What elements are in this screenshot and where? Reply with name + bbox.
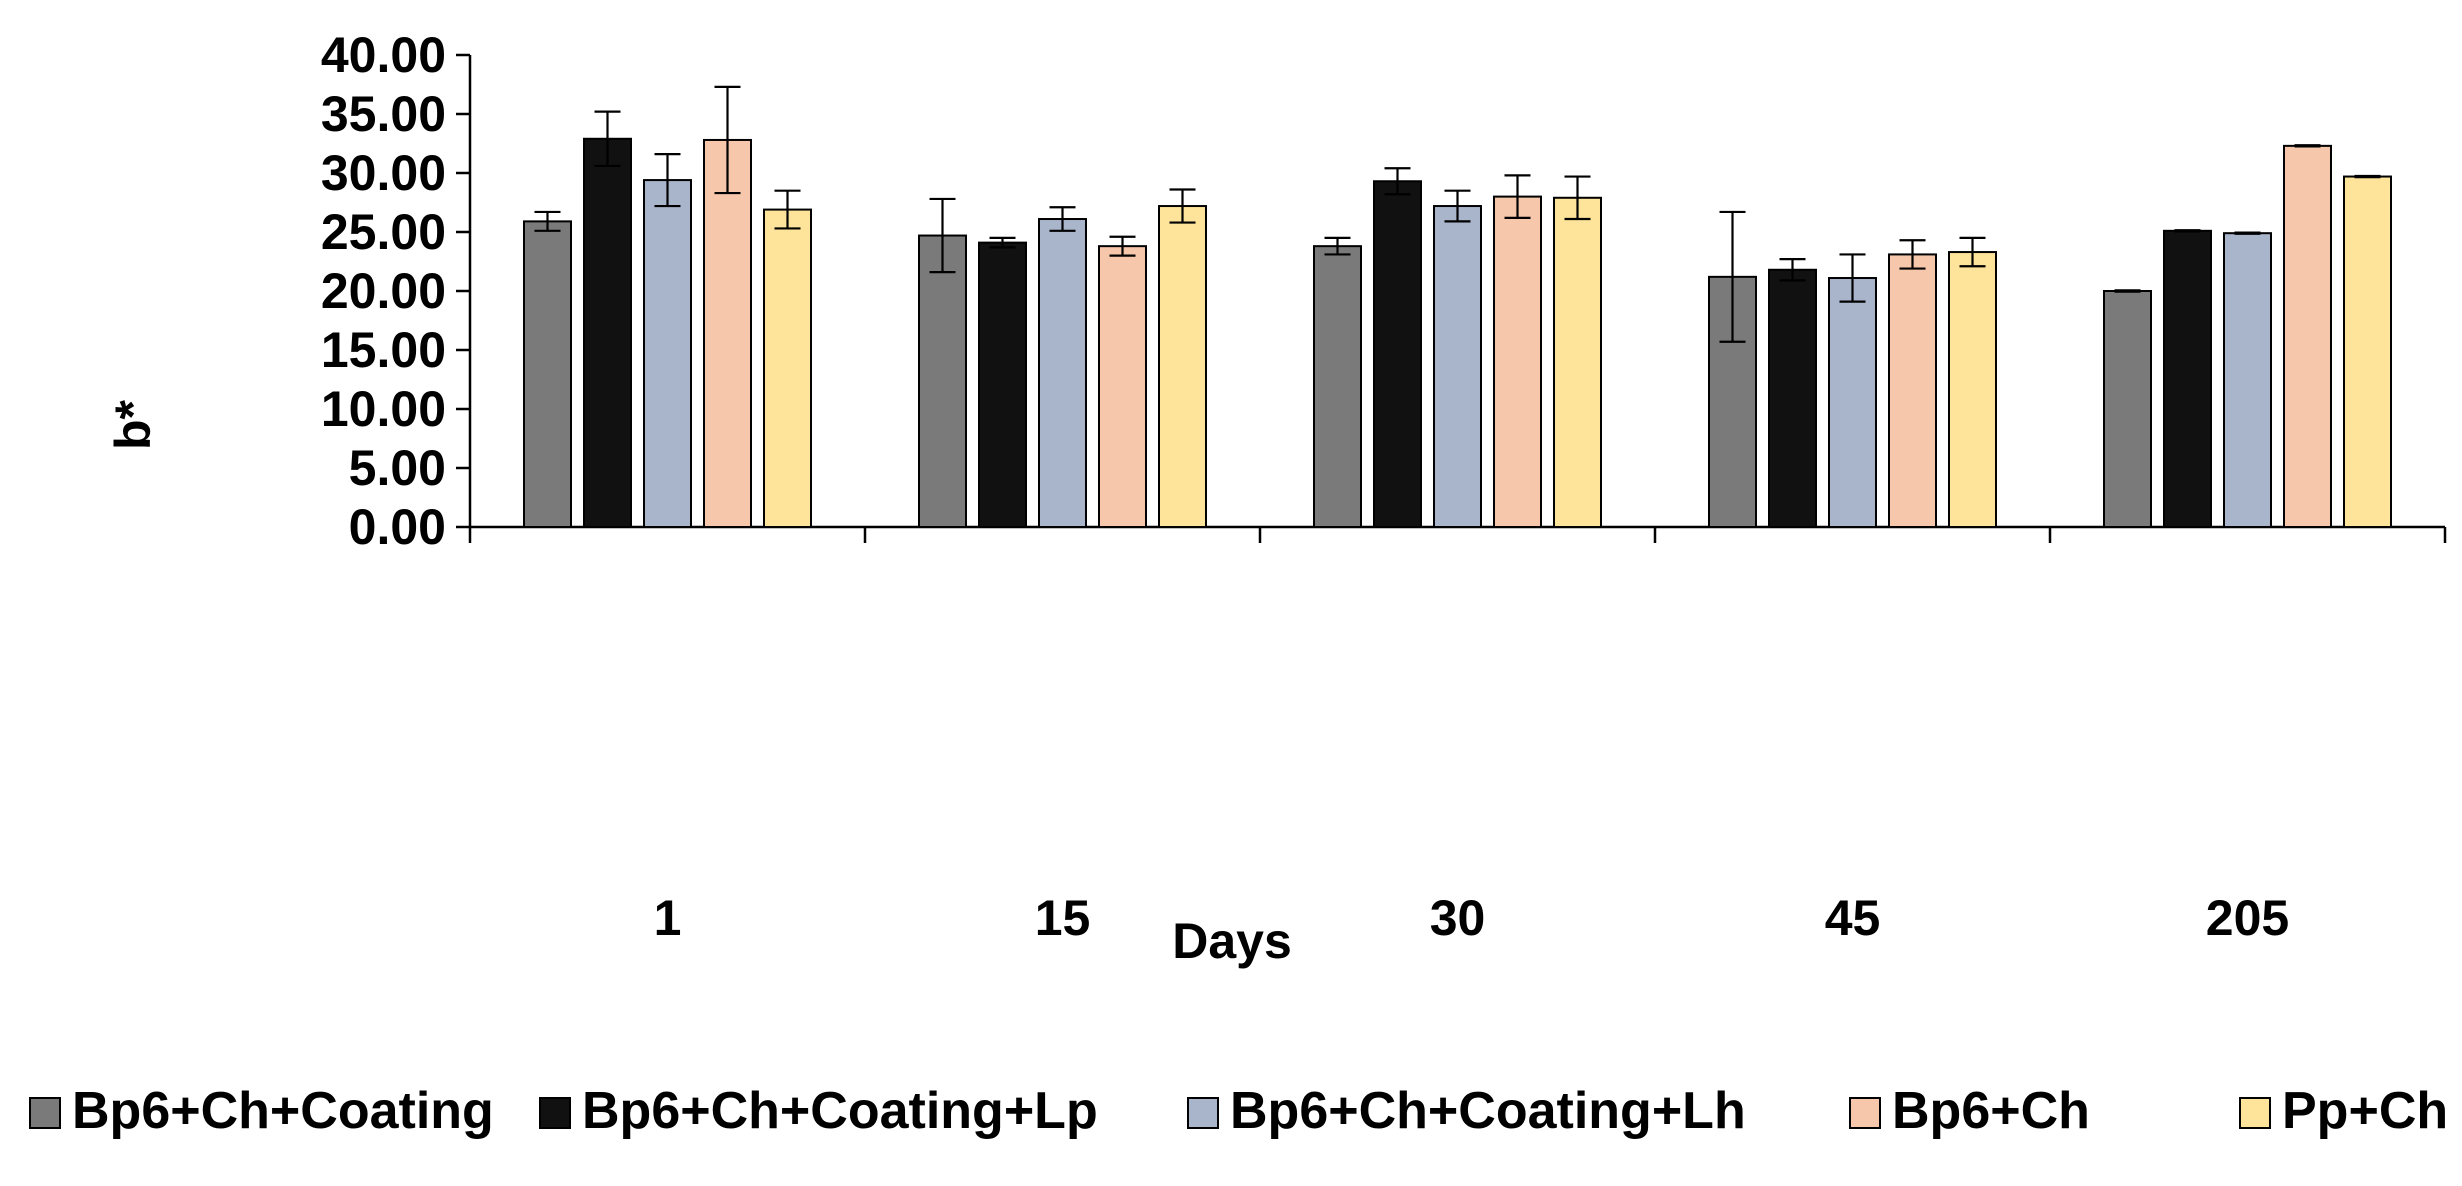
legend-label: Bp6+Ch [1892, 1082, 2090, 1140]
legend-swatch [1187, 1097, 1219, 1129]
bar [2343, 175, 2392, 528]
bar [583, 137, 632, 528]
bar [2283, 144, 2332, 529]
y-tick-label: 0.00 [349, 499, 446, 555]
bar [523, 220, 572, 528]
y-tick-label: 25.00 [321, 204, 446, 260]
legend-swatch [2239, 1097, 2271, 1129]
y-axis-title: b* [105, 399, 161, 450]
bar [1948, 251, 1997, 528]
y-tick-label: 40.00 [321, 27, 446, 83]
bar [1098, 245, 1147, 528]
x-tick-label: 205 [2206, 890, 2289, 946]
bar [1373, 180, 1422, 528]
x-tick-label: 15 [1035, 890, 1091, 946]
legend-label: Bp6+Ch+Coating+Lp [582, 1082, 1098, 1140]
y-tick-label: 35.00 [321, 86, 446, 142]
bar [918, 234, 967, 528]
legend-label: Bp6+Ch+Coating [72, 1082, 494, 1140]
bar [1433, 205, 1482, 528]
y-tick-label: 30.00 [321, 145, 446, 201]
bar [1828, 277, 1877, 528]
bar [2163, 229, 2212, 528]
y-tick-label: 10.00 [321, 381, 446, 437]
bar [1888, 253, 1937, 528]
bar [2223, 232, 2272, 528]
bar [1768, 268, 1817, 528]
bar [643, 179, 692, 529]
bar [1493, 195, 1542, 528]
bar [2103, 290, 2152, 528]
bar [1553, 196, 1602, 528]
bar [978, 241, 1027, 528]
legend-swatch [539, 1097, 571, 1129]
x-tick-label: 45 [1825, 890, 1881, 946]
legend-swatch [1849, 1097, 1881, 1129]
legend-swatch [29, 1097, 61, 1129]
x-axis-title: Days [1172, 913, 1292, 969]
bar [1158, 205, 1207, 528]
bar [1038, 218, 1087, 529]
legend-label: Bp6+Ch+Coating+Lh [1230, 1082, 1746, 1140]
bar [703, 138, 752, 529]
x-tick-label: 1 [654, 890, 682, 946]
bar [1313, 245, 1362, 528]
legend-label: Pp+Ch [2282, 1082, 2448, 1140]
x-tick-label: 30 [1430, 890, 1486, 946]
y-tick-label: 20.00 [321, 263, 446, 319]
bar [763, 208, 812, 529]
y-tick-label: 5.00 [349, 440, 446, 496]
y-tick-label: 15.00 [321, 322, 446, 378]
